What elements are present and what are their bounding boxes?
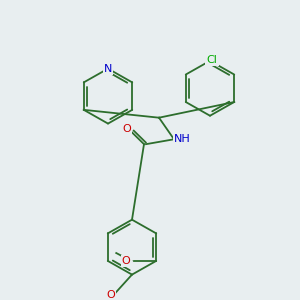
Text: O: O <box>123 124 131 134</box>
Text: O: O <box>122 256 130 266</box>
Text: N: N <box>104 64 112 74</box>
Text: O: O <box>106 290 116 300</box>
Text: Cl: Cl <box>207 55 218 65</box>
Text: NH: NH <box>174 134 190 144</box>
